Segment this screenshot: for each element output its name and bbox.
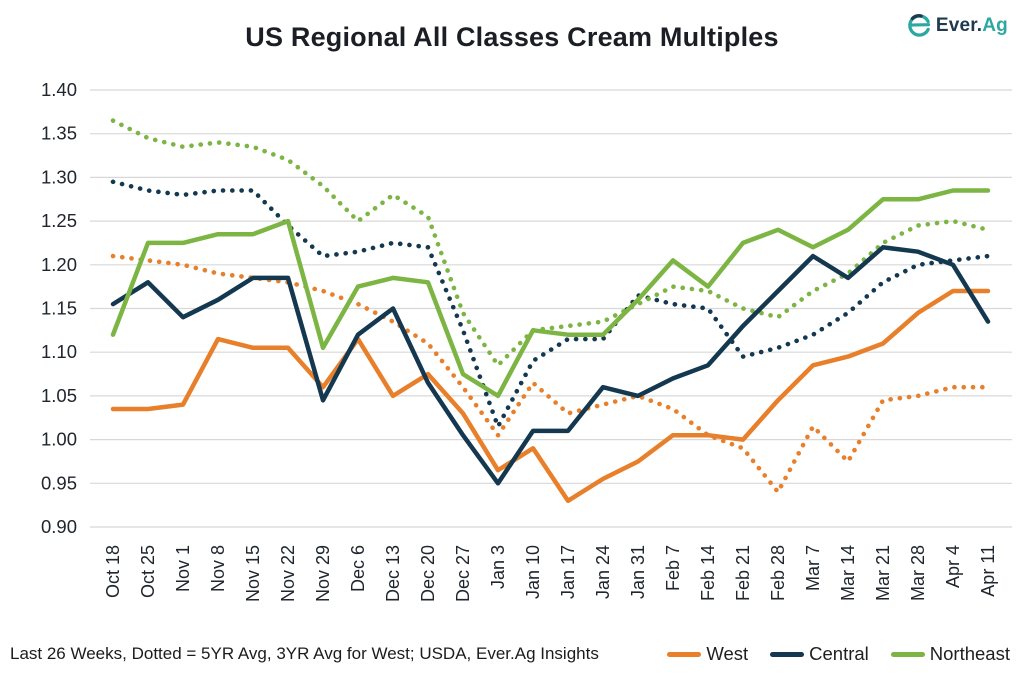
x-axis-tick-label: Mar 28 <box>908 545 928 601</box>
y-axis-tick-label: 1.25 <box>41 210 77 231</box>
x-axis-tick-label: Feb 14 <box>698 545 718 601</box>
x-axis-tick-label: Dec 27 <box>453 545 473 602</box>
x-axis-tick-label: Dec 13 <box>383 545 403 602</box>
legend-swatch-northeast <box>890 651 925 657</box>
series-line-west <box>110 288 991 504</box>
y-axis-tick-label: 1.35 <box>41 123 77 144</box>
x-axis-tick-label: Nov 22 <box>278 545 298 602</box>
x-axis-tick-label: Feb 21 <box>733 545 753 601</box>
x-axis-tick-label: Dec 20 <box>418 545 438 602</box>
x-axis-tick-label: Jan 31 <box>628 545 648 599</box>
legend-item-central: Central <box>770 643 869 665</box>
y-axis-tick-label: 1.15 <box>41 298 77 319</box>
ever-ag-logo: Ever.Ag <box>906 12 1008 39</box>
x-axis-tick-label: Nov 29 <box>313 545 333 602</box>
series-line-northeast <box>110 188 991 399</box>
footer-note: Last 26 Weeks, Dotted = 5YR Avg, 3YR Avg… <box>10 644 599 663</box>
logo-text-prefix: Ever. <box>935 14 983 36</box>
legend-swatch-west <box>667 651 702 657</box>
x-axis-tick-label: Nov 8 <box>208 545 228 592</box>
x-axis-tick-label: Feb 28 <box>768 545 788 601</box>
legend-label-west: West <box>706 643 749 664</box>
x-axis-tick-label: Mar 14 <box>838 545 858 601</box>
x-axis-tick-label: Jan 17 <box>558 545 578 599</box>
y-axis-tick-label: 0.90 <box>41 516 77 537</box>
x-axis-tick-label: Mar 7 <box>803 545 823 591</box>
y-axis-tick-label: 1.10 <box>41 341 77 362</box>
x-axis-tick-label: Apr 4 <box>943 545 963 588</box>
series-line-central <box>110 245 991 486</box>
y-axis-tick-label: 1.00 <box>41 429 77 450</box>
series-line-central-5yr-avg <box>110 179 991 429</box>
y-axis-tick-label: 1.30 <box>41 166 77 187</box>
x-axis-tick-label: Jan 24 <box>593 545 613 599</box>
x-axis-tick-label: Oct 18 <box>103 545 123 598</box>
legend: West Central Northeast <box>667 643 1010 665</box>
x-axis-tick-label: Feb 7 <box>663 545 683 591</box>
series-line-northeast-5yr-avg <box>110 118 991 368</box>
series-line-west-3yr-avg <box>110 253 991 495</box>
legend-item-west: West <box>667 643 748 665</box>
x-axis-tick-label: Dec 6 <box>348 545 368 592</box>
y-axis-tick-label: 1.20 <box>41 254 77 275</box>
x-axis-tick-label: Nov 15 <box>243 545 263 602</box>
x-axis-tick-label: Jan 10 <box>523 545 543 599</box>
x-axis-tick-label: Mar 21 <box>873 545 893 601</box>
legend-label-central: Central <box>809 643 869 664</box>
legend-label-northeast: Northeast <box>929 643 1010 664</box>
y-axis-tick-label: 1.05 <box>41 385 77 406</box>
x-axis-tick-label: Apr 11 <box>978 545 998 597</box>
x-axis-tick-label: Jan 3 <box>488 545 508 589</box>
legend-item-northeast: Northeast <box>890 643 1010 665</box>
y-axis-tick-label: 0.95 <box>41 472 77 493</box>
ever-ag-e-mark-icon <box>908 14 931 37</box>
logo-text: Ever.Ag <box>936 15 1008 37</box>
y-axis-tick-label: 1.40 <box>41 79 77 100</box>
x-axis-tick-label: Nov 1 <box>173 545 193 592</box>
x-axis-tick-label: Oct 25 <box>138 545 158 598</box>
chart-title: US Regional All Classes Cream Multiples <box>245 22 779 52</box>
footer-row: Last 26 Weeks, Dotted = 5YR Avg, 3YR Avg… <box>10 636 1010 672</box>
logo-text-suffix: Ag <box>982 14 1008 36</box>
legend-swatch-central <box>770 651 805 657</box>
